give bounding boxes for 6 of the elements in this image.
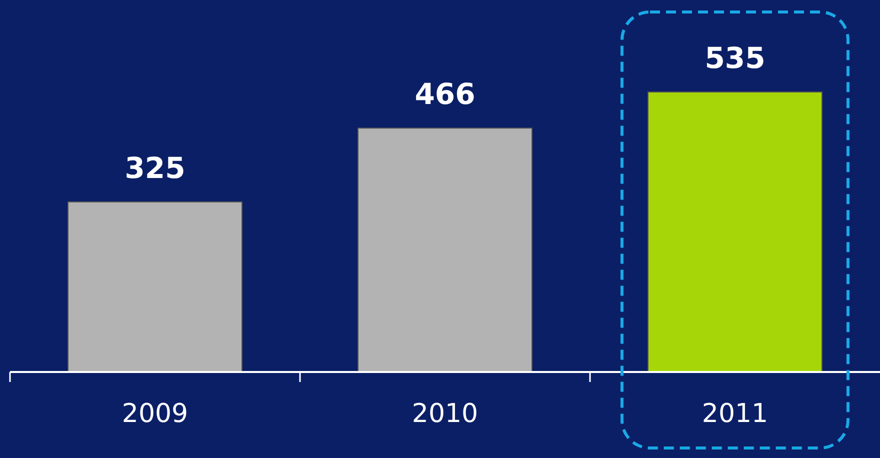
x-tick-label: 2011 [702,399,768,429]
data-label: 535 [704,41,766,75]
data-label: 325 [124,150,186,185]
data-label: 466 [414,77,476,112]
x-tick-label: 2010 [412,399,478,429]
x-tick-label: 2009 [122,399,188,429]
